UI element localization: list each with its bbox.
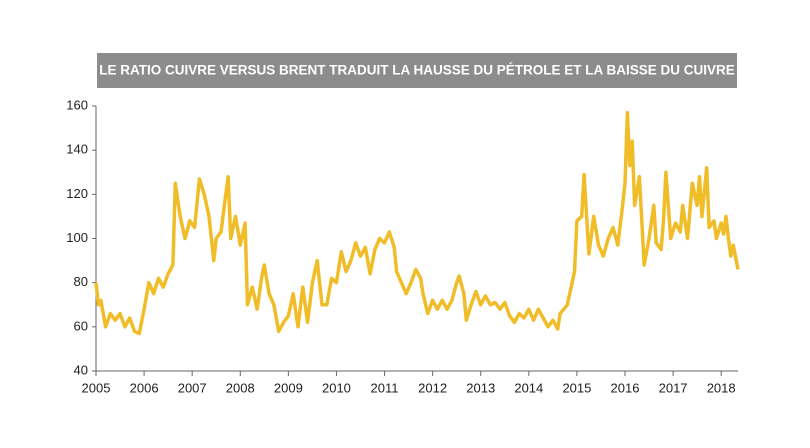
y-tick-label: 40 [74, 362, 88, 377]
chart-title: LE RATIO CUIVRE VERSUS BRENT TRADUIT LA … [99, 63, 735, 78]
x-tick-label: 2011 [371, 380, 399, 395]
y-tick-label: 160 [66, 97, 88, 112]
x-tick-label: 2010 [322, 380, 351, 395]
x-tick-label: 2018 [707, 380, 736, 395]
y-tick-label: 80 [74, 274, 88, 289]
x-tick-label: 2008 [226, 380, 255, 395]
title-banner [97, 53, 737, 88]
y-tick-label: 140 [66, 142, 88, 157]
x-tick-label: 2012 [418, 380, 447, 395]
line-series [94, 110, 740, 336]
y-tick-label: 60 [74, 318, 88, 333]
x-tick-label: 2016 [611, 380, 640, 395]
y-tick-label: 100 [66, 230, 88, 245]
x-tick-label: 2015 [562, 380, 591, 395]
x-tick-label: 2007 [178, 380, 207, 395]
x-tick-label: 2017 [659, 380, 688, 395]
x-tick-label: 2013 [466, 380, 495, 395]
x-tick-label: 2009 [274, 380, 303, 395]
x-tick-label: 2006 [130, 380, 159, 395]
y-tick-label: 120 [66, 186, 88, 201]
x-tick-label: 2014 [514, 380, 543, 395]
x-tick-label: 2005 [82, 380, 111, 395]
